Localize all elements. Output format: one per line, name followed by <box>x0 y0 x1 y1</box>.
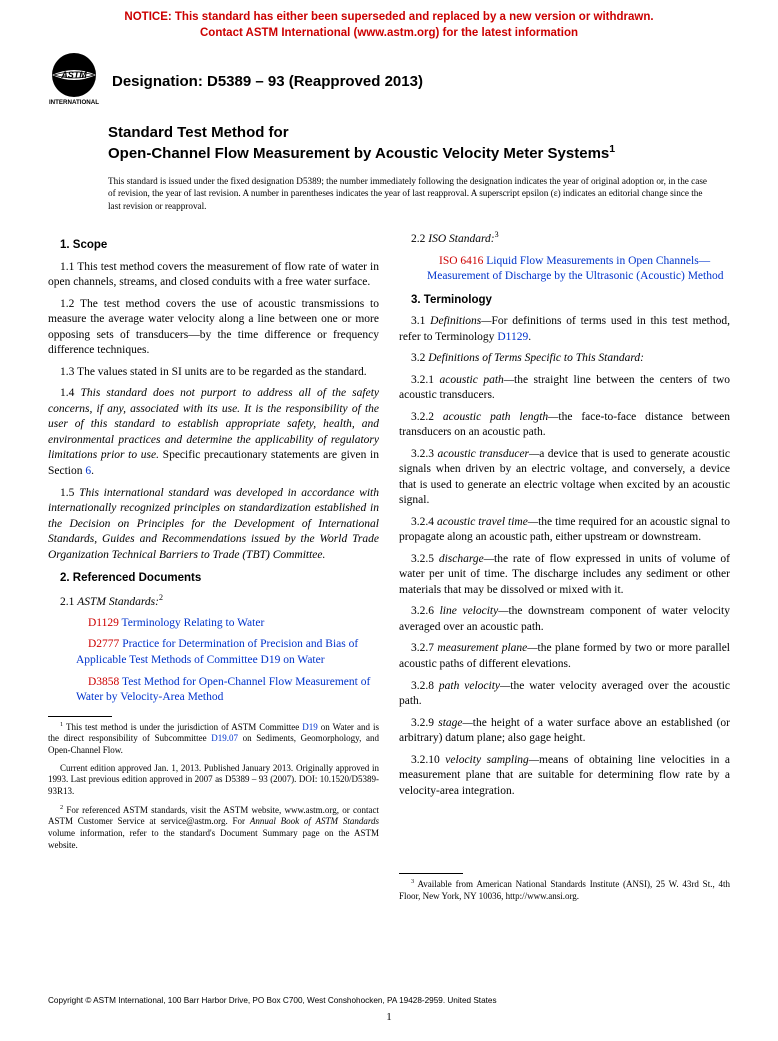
footnote-1b: Current edition approved Jan. 1, 2013. P… <box>48 763 379 798</box>
title-line1: Standard Test Method for <box>108 123 726 143</box>
issuance-note: This standard is issued under the fixed … <box>108 175 726 212</box>
title-line2: Open-Channel Flow Measurement by Acousti… <box>108 143 726 164</box>
ref-d2777: D2777 Practice for Determination of Prec… <box>48 637 379 668</box>
para-1-1: 1.1 This test method covers the measurem… <box>48 260 379 291</box>
footnote-1: 1 This test method is under the jurisdic… <box>48 721 379 757</box>
subcommittee-link[interactable]: D19.07 <box>211 733 238 743</box>
ref-d1129: D1129 Terminology Relating to Water <box>48 616 379 632</box>
d1129-link[interactable]: D1129 <box>497 331 528 343</box>
designation: Designation: D5389 – 93 (Reapproved 2013… <box>112 69 423 90</box>
section-2-head: 2. Referenced Documents <box>48 571 379 587</box>
ref-d1129-link[interactable]: Terminology Relating to Water <box>119 617 264 629</box>
para-1-5: 1.5 This international standard was deve… <box>48 486 379 564</box>
term-3-2-4: 3.2.4 acoustic travel time—the time requ… <box>399 515 730 546</box>
section-3-head: 3. Terminology <box>399 293 730 309</box>
ref-iso6416: ISO 6416 Liquid Flow Measurements in Ope… <box>399 254 730 285</box>
right-column: 2.2 ISO Standard:3 ISO 6416 Liquid Flow … <box>399 230 730 908</box>
supersession-notice: NOTICE: This standard has either been su… <box>0 0 778 43</box>
term-3-2-5: 3.2.5 discharge—the rate of flow express… <box>399 552 730 599</box>
svg-text:ASTM: ASTM <box>60 70 87 80</box>
astm-logo: ASTM INTERNATIONAL <box>46 51 102 107</box>
header: ASTM INTERNATIONAL Designation: D5389 – … <box>0 43 778 107</box>
footnote-rule-left <box>48 716 112 717</box>
ref-d3858-link[interactable]: Test Method for Open-Channel Flow Measur… <box>76 676 370 704</box>
para-2-1: 2.1 ASTM Standards:2 <box>48 593 379 610</box>
term-3-2-9: 3.2.9 stage—the height of a water surfac… <box>399 716 730 747</box>
term-3-2-10: 3.2.10 velocity sampling—means of obtain… <box>399 753 730 800</box>
left-column: 1. Scope 1.1 This test method covers the… <box>48 230 379 908</box>
svg-text:INTERNATIONAL: INTERNATIONAL <box>49 99 99 106</box>
title-area: Standard Test Method for Open-Channel Fl… <box>0 107 778 212</box>
footnote-rule-right <box>399 873 463 874</box>
term-3-2-6: 3.2.6 line velocity—the downstream compo… <box>399 604 730 635</box>
term-3-2-7: 3.2.7 measurement plane—the plane formed… <box>399 641 730 672</box>
para-1-3: 1.3 The values stated in SI units are to… <box>48 365 379 381</box>
notice-line1: NOTICE: This standard has either been su… <box>124 11 653 23</box>
section-1-head: 1. Scope <box>48 238 379 254</box>
notice-line2: Contact ASTM International (www.astm.org… <box>200 27 578 39</box>
para-1-4: 1.4 This standard does not purport to ad… <box>48 386 379 479</box>
term-3-2-2: 3.2.2 acoustic path length—the face-to-f… <box>399 410 730 441</box>
para-3-1: 3.1 Definitions—For definitions of terms… <box>399 314 730 345</box>
page-number: 1 <box>0 1011 778 1023</box>
para-3-2: 3.2 Definitions of Terms Specific to Thi… <box>399 351 730 367</box>
term-3-2-1: 3.2.1 acoustic path—the straight line be… <box>399 373 730 404</box>
committee-d19-link[interactable]: D19 <box>302 722 318 732</box>
ref-d2777-link[interactable]: Practice for Determination of Precision … <box>76 638 358 666</box>
copyright: Copyright © ASTM International, 100 Barr… <box>48 996 497 1005</box>
body-columns: 1. Scope 1.1 This test method covers the… <box>0 230 778 908</box>
term-3-2-3: 3.2.3 acoustic transducer—a device that … <box>399 447 730 509</box>
footnote-3: 3 Available from American National Stand… <box>399 878 730 902</box>
para-1-2: 1.2 The test method covers the use of ac… <box>48 297 379 359</box>
term-3-2-8: 3.2.8 path velocity—the water velocity a… <box>399 679 730 710</box>
para-2-2: 2.2 ISO Standard:3 <box>399 230 730 247</box>
ref-d3858: D3858 Test Method for Open-Channel Flow … <box>48 675 379 706</box>
footnote-2: 2 For referenced ASTM standards, visit t… <box>48 804 379 852</box>
